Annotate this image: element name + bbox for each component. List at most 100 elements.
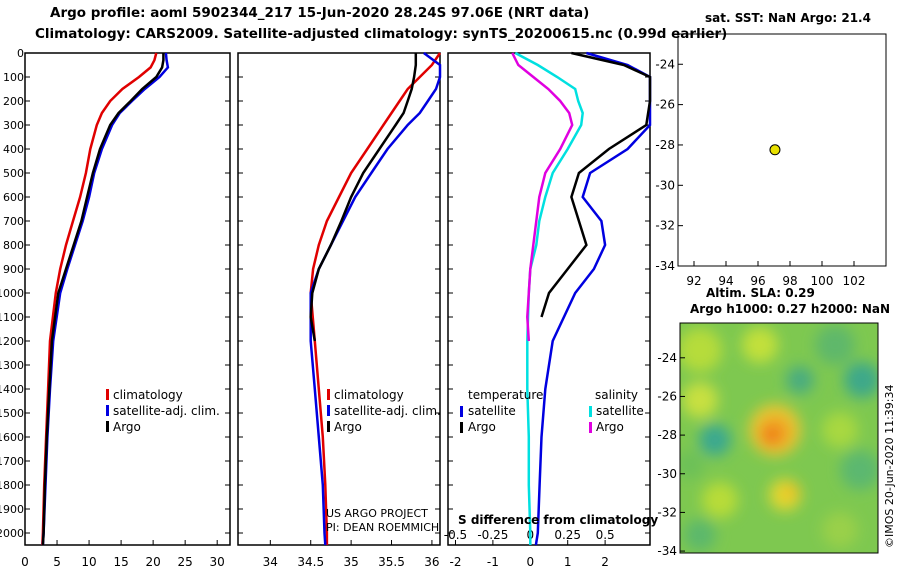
legend-swatch-satellite: [327, 405, 330, 416]
series-line-temperature-argo: [540, 51, 652, 318]
depth-tick-label: 700: [3, 215, 24, 228]
credit-project: US ARGO PROJECT: [326, 507, 428, 520]
legend-swatch-temp-argo: [460, 422, 463, 433]
depth-tick-label: 900: [3, 263, 24, 276]
credit-pi: PI: DEAN ROEMMICH: [326, 521, 439, 534]
sla-y-tick-label: -30: [657, 467, 677, 481]
salinity-legend: climatology satellite-adj. clim. Argo: [327, 388, 441, 434]
map-y-tick-label: -32: [655, 219, 675, 233]
series-line-salinity-argo: [511, 52, 574, 342]
legend-label-climatology: climatology: [334, 388, 404, 402]
map-y-tick-label: -30: [655, 178, 675, 192]
sla-y-tick-label: -32: [657, 505, 677, 519]
map-y-tick-label: -24: [655, 57, 675, 71]
depth-tick-label: 1000: [0, 287, 24, 300]
sla-map-subtitle: Argo h1000: 0.27 h2000: NaN: [690, 302, 890, 316]
depth-tick-label: 100: [3, 71, 24, 84]
depth-tick-label: 1300: [0, 359, 24, 372]
legend-swatch-sal-argo: [589, 422, 592, 433]
depth-tick-label: 1600: [0, 431, 24, 444]
salinity-diff-tick-label: -0.25: [477, 528, 508, 542]
map-x-tick-label: 100: [811, 274, 834, 288]
x-tick-label: 5: [53, 555, 61, 569]
salinity-panel-frame: [237, 52, 441, 546]
sla-y-tick-label: -34: [657, 544, 677, 558]
x-tick-label: 10: [81, 555, 96, 569]
legend-label-argo: Argo: [113, 420, 141, 434]
depth-tick-label: 1500: [0, 407, 24, 420]
x-tick-label: 0: [21, 555, 29, 569]
legend-swatch-argo: [106, 421, 109, 432]
depth-tick-label: 1100: [0, 311, 24, 324]
header-line-1: Argo profile: aoml 5902344_217 15-Jun-20…: [50, 5, 590, 21]
legend-label-satellite: satellite-adj. clim.: [113, 404, 220, 418]
series-line-satellite-adj-clim-: [41, 52, 170, 546]
x-tick-label: 20: [145, 555, 160, 569]
legend-label-temp-argo: Argo: [468, 420, 496, 434]
depth-tick-label: 1900: [0, 503, 24, 516]
depth-tick-label: 500: [3, 167, 24, 180]
map-y-tick-label: -26: [655, 98, 675, 112]
sla-y-tick-label: -24: [657, 351, 677, 365]
x-tick-label: 15: [113, 555, 128, 569]
legend-label-argo: Argo: [334, 420, 362, 434]
map-x-tick-label: 102: [843, 274, 866, 288]
difference-legend: temperature salinity satellite Argo sate…: [460, 388, 644, 434]
map-x-tick-label: 96: [750, 274, 765, 288]
depth-tick-label: 0: [17, 47, 24, 60]
x-tick-label: 35: [343, 555, 358, 569]
difference-xlabel: S difference from climatology: [458, 513, 658, 527]
legend-swatch-argo: [327, 421, 330, 432]
x-tick-label: 34.5: [297, 555, 324, 569]
legend-header-temperature: temperature: [468, 388, 543, 402]
legend-swatch-climatology: [327, 389, 330, 400]
temperature-legend: climatology satellite-adj. clim. Argo: [106, 388, 220, 434]
map-x-tick-label: 98: [782, 274, 797, 288]
depth-tick-label: 800: [3, 239, 24, 252]
x-tick-label: 2: [601, 555, 609, 569]
legend-swatch-climatology: [106, 389, 109, 400]
x-tick-label: 30: [210, 555, 225, 569]
depth-tick-label: 1800: [0, 479, 24, 492]
depth-tick-label: 1400: [0, 383, 24, 396]
header-line-2: Climatology: CARS2009. Satellite-adjuste…: [35, 26, 728, 42]
sla-y-tick-label: -28: [657, 428, 677, 442]
x-tick-label: 0: [526, 555, 534, 569]
map-x-tick-label: 94: [718, 274, 733, 288]
salinity-diff-tick-label: 0.25: [554, 528, 581, 542]
sla-map-title: Altim. SLA: 0.29: [706, 286, 815, 300]
legend-swatch-temp-satellite: [460, 406, 463, 417]
map-y-tick-label: -34: [655, 259, 675, 273]
depth-tick-label: 600: [3, 191, 24, 204]
series-line-argo: [41, 53, 165, 546]
x-tick-label: -1: [487, 555, 499, 569]
depth-tick-label: 200: [3, 95, 24, 108]
timestamp: ©IMOS 20-Jun-2020 11:39:34: [883, 384, 896, 548]
depth-tick-label: 1700: [0, 455, 24, 468]
temperature-panel-frame: [24, 52, 231, 546]
legend-label-temp-satellite: satellite: [468, 404, 516, 418]
series-line-satellite-adj-clim-: [309, 51, 442, 546]
depth-tick-label: 1200: [0, 335, 24, 348]
x-tick-label: 1: [564, 555, 572, 569]
legend-label-sal-satellite: satellite: [596, 404, 644, 418]
legend-label-sal-argo: Argo: [596, 420, 624, 434]
salinity-diff-tick-label: -0.5: [444, 528, 467, 542]
legend-header-salinity: salinity: [595, 388, 638, 402]
legend-label-climatology: climatology: [113, 388, 183, 402]
argo-position-marker: [769, 144, 781, 156]
legend-label-satellite: satellite-adj. clim.: [334, 404, 441, 418]
legend-swatch-sal-satellite: [589, 406, 592, 417]
series-line-argo: [309, 53, 418, 342]
difference-panel-frame: [447, 52, 651, 546]
x-tick-label: -2: [449, 555, 461, 569]
x-tick-label: 35.5: [378, 555, 405, 569]
series-line-temperature-satellite: [534, 51, 652, 546]
depth-tick-label: 400: [3, 143, 24, 156]
legend-swatch-satellite: [106, 405, 109, 416]
sla-y-tick-label: -26: [657, 389, 677, 403]
x-tick-label: 36: [424, 555, 439, 569]
sst-map-title: sat. SST: NaN Argo: 21.4: [705, 11, 871, 25]
x-tick-label: 34: [263, 555, 278, 569]
